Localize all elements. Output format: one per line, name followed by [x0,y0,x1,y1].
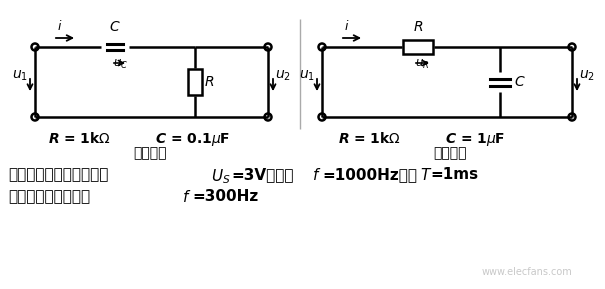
Text: $C$: $C$ [514,75,526,89]
Text: =3V，频率: =3V，频率 [231,167,293,182]
Text: 积分电路: 积分电路 [433,146,466,160]
Text: $f$: $f$ [312,167,321,183]
Text: 为便于比较，信号源电压: 为便于比较，信号源电压 [8,167,108,182]
Text: $u_2$: $u_2$ [579,69,595,83]
Text: $\bfit{R}$ = 1k$\Omega$: $\bfit{R}$ = 1k$\Omega$ [48,131,111,146]
Text: =1000Hz，即: =1000Hz，即 [322,167,417,182]
Text: $T$: $T$ [420,167,433,183]
Text: $u_1$: $u_1$ [299,69,315,83]
Text: $C$: $C$ [109,20,121,34]
Text: $i$: $i$ [57,19,62,33]
Text: $\bfit{R}$ = 1k$\Omega$: $\bfit{R}$ = 1k$\Omega$ [338,131,401,146]
Text: $u_1$: $u_1$ [12,69,28,83]
Text: $\bfit{C}$ = 1$\mu$F: $\bfit{C}$ = 1$\mu$F [445,131,505,148]
Bar [188,69,202,95]
Text: $u_C$: $u_C$ [113,58,128,71]
Text: $R$: $R$ [413,20,423,34]
Text: $U_S$: $U_S$ [211,167,231,186]
Text: $R$: $R$ [204,75,214,89]
Text: $\bfit{C}$ = 0.1$\mu$F: $\bfit{C}$ = 0.1$\mu$F [155,131,230,148]
Text: $f$: $f$ [182,189,191,205]
Bar [403,40,433,54]
Text: www.elecfans.com: www.elecfans.com [482,267,573,277]
Text: =300Hz: =300Hz [192,189,258,204]
Text: $u_2$: $u_2$ [275,69,291,83]
Text: 保持不变。积分电路: 保持不变。积分电路 [8,189,90,204]
Text: =1ms: =1ms [430,167,478,182]
Text: $u_R$: $u_R$ [415,58,430,71]
Text: $i$: $i$ [344,19,350,33]
Text: 微分电路: 微分电路 [133,146,167,160]
